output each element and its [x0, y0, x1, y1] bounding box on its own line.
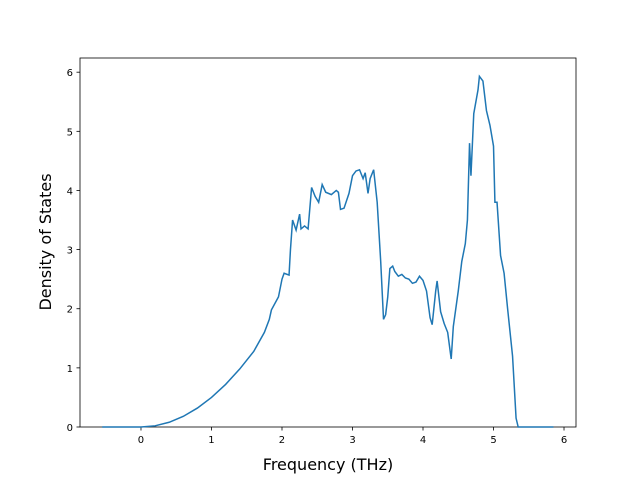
y-tick-label: 1 — [67, 364, 73, 375]
axes-frame — [79, 57, 577, 428]
line-series — [102, 74, 554, 428]
x-tick-label: 4 — [420, 435, 426, 446]
x-tick-label: 1 — [208, 435, 214, 446]
y-tick-label: 0 — [67, 423, 73, 434]
x-tick-label: 3 — [349, 435, 355, 446]
x-label: Frequency (THz) — [263, 455, 393, 474]
x-tick-label: 5 — [490, 435, 496, 446]
y-label: Density of States — [36, 173, 55, 310]
x-tick-label: 6 — [561, 435, 567, 446]
y-tick-label: 3 — [67, 246, 73, 257]
x-tick-label: 0 — [138, 435, 144, 446]
y-tick-label: 2 — [67, 305, 73, 316]
x-tick-label: 2 — [279, 435, 285, 446]
y-tick-label: 4 — [67, 186, 73, 197]
y-tick-label: 6 — [67, 68, 73, 79]
y-tick-label: 5 — [67, 127, 73, 138]
